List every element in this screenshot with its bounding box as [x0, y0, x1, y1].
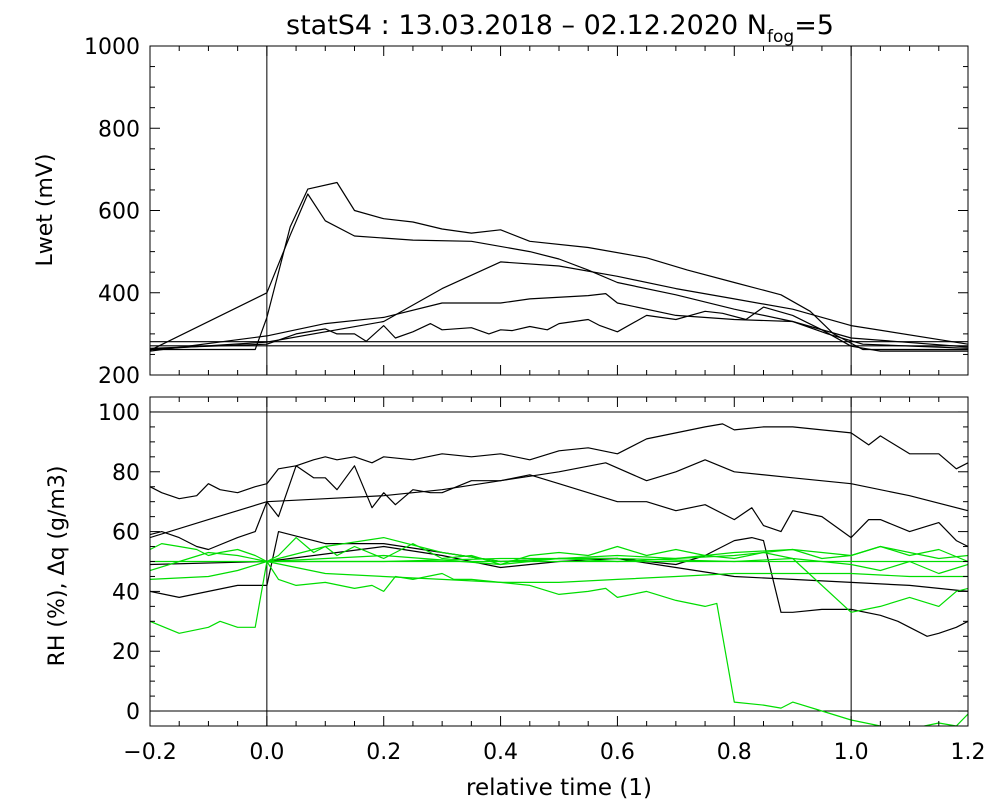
top-series-line-2: [150, 293, 968, 352]
bottom-series-line-0: [150, 423, 968, 500]
x-axis-label: relative time (1): [466, 775, 652, 800]
bottom-series-line-10: [266, 545, 968, 566]
bottom-ytick-label: 0: [126, 700, 140, 725]
top-series-group: [150, 46, 968, 375]
top-ytick-label: 600: [98, 200, 140, 225]
bottom-ytick-label: 60: [112, 521, 140, 546]
bottom-xtick-label: 0.2: [366, 740, 401, 765]
top-series-line-3: [150, 306, 968, 352]
bottom-ticks-group: 0 20 40 60 80 100 −0.2 0.0 0.2 0.4 0.6 0.8 1.0 1.2: [98, 396, 986, 765]
top-panel: 200 400 600 800 1000 Lwet (mV): [33, 35, 969, 389]
bottom-series-line-5: [150, 536, 968, 575]
top-series-line-0: [150, 181, 968, 351]
bottom-series-line-7: [150, 560, 968, 584]
bottom-series-line-2: [150, 465, 968, 551]
bottom-ytick-label: 80: [112, 461, 140, 486]
bottom-series-line-1: [150, 459, 968, 539]
bottom-ytick-label: 100: [98, 401, 140, 426]
chart-title-tail: =5: [794, 10, 834, 41]
bottom-xtick-label: 0.8: [717, 740, 752, 765]
top-ticks-group: 200 400 600 800 1000: [84, 35, 969, 389]
top-ytick-label: 400: [98, 282, 140, 307]
top-y-axis-label: Lwet (mV): [33, 153, 58, 266]
bottom-xtick-label: 1.0: [834, 740, 869, 765]
chart-title-subscript: fog: [767, 27, 794, 47]
bottom-xtick-label: −0.2: [123, 740, 176, 765]
chart-title: statS4 : 13.03.2018 – 02.12.2020 Nfog=5: [286, 10, 834, 47]
top-ytick-label: 800: [98, 117, 140, 142]
top-ytick-label: 1000: [84, 35, 140, 60]
bottom-ytick-label: 20: [112, 640, 140, 665]
bottom-series-line-8: [150, 560, 968, 726]
bottom-series-group: [150, 397, 968, 726]
top-ytick-label: 200: [98, 364, 140, 389]
bottom-xtick-label: 0.4: [483, 740, 518, 765]
chart-title-main: statS4 : 13.03.2018 – 02.12.2020 N: [286, 10, 767, 41]
bottom-xtick-label: 0.6: [600, 740, 635, 765]
bottom-series-line-11: [266, 557, 968, 613]
bottom-xtick-label: 1.2: [951, 740, 986, 765]
top-plot-frame: [149, 45, 969, 376]
bottom-panel: 0 20 40 60 80 100 −0.2 0.0 0.2 0.4 0.6 0.8 1.0 1.2 RH…: [45, 396, 986, 800]
bottom-ytick-label: 40: [112, 580, 140, 605]
bottom-xtick-label: 0.0: [249, 740, 284, 765]
bottom-y-axis-label: RH (%), Δq (g/m3): [45, 466, 70, 667]
top-series-line-4: [150, 261, 968, 351]
bottom-plot-frame: [149, 396, 969, 727]
